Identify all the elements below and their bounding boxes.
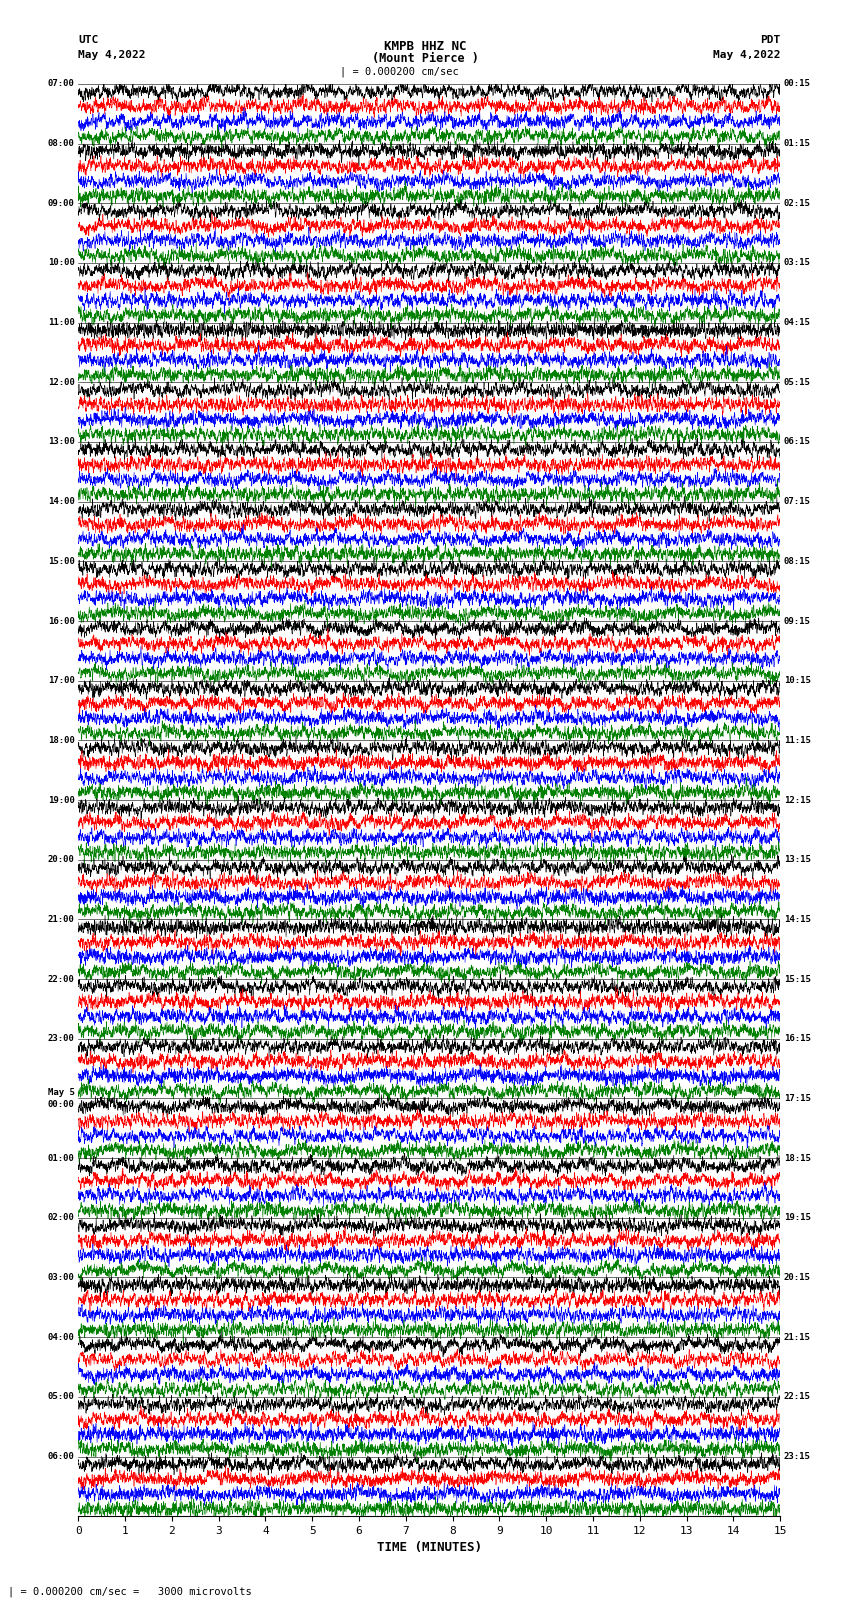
Text: 00:15: 00:15 [784,79,811,89]
Text: UTC: UTC [78,35,99,45]
Text: 06:00: 06:00 [48,1452,75,1461]
Text: May 4,2022: May 4,2022 [713,50,780,60]
Text: 13:15: 13:15 [784,855,811,865]
Text: 12:15: 12:15 [784,795,811,805]
Text: 15:15: 15:15 [784,974,811,984]
Text: 16:00: 16:00 [48,616,75,626]
Text: 20:00: 20:00 [48,855,75,865]
Text: 18:00: 18:00 [48,736,75,745]
Text: 10:00: 10:00 [48,258,75,268]
Text: 23:00: 23:00 [48,1034,75,1044]
Text: 02:00: 02:00 [48,1213,75,1223]
Text: 05:15: 05:15 [784,377,811,387]
Text: 12:00: 12:00 [48,377,75,387]
Text: 11:00: 11:00 [48,318,75,327]
Text: 08:00: 08:00 [48,139,75,148]
Text: May 5: May 5 [48,1089,75,1097]
Text: May 4,2022: May 4,2022 [78,50,145,60]
Text: 15:00: 15:00 [48,556,75,566]
Text: 03:15: 03:15 [784,258,811,268]
Text: 08:15: 08:15 [784,556,811,566]
Text: | = 0.000200 cm/sec: | = 0.000200 cm/sec [340,66,459,77]
Text: 04:00: 04:00 [48,1332,75,1342]
Text: 13:00: 13:00 [48,437,75,447]
Text: 21:00: 21:00 [48,915,75,924]
Text: 01:00: 01:00 [48,1153,75,1163]
Text: 19:00: 19:00 [48,795,75,805]
Text: 22:00: 22:00 [48,974,75,984]
Text: 05:00: 05:00 [48,1392,75,1402]
Text: 01:15: 01:15 [784,139,811,148]
Text: 19:15: 19:15 [784,1213,811,1223]
Text: 14:15: 14:15 [784,915,811,924]
Text: 14:00: 14:00 [48,497,75,506]
Text: 23:15: 23:15 [784,1452,811,1461]
Text: 07:15: 07:15 [784,497,811,506]
X-axis label: TIME (MINUTES): TIME (MINUTES) [377,1542,482,1555]
Text: 17:15: 17:15 [784,1094,811,1103]
Text: 17:00: 17:00 [48,676,75,686]
Text: 09:15: 09:15 [784,616,811,626]
Text: | = 0.000200 cm/sec =   3000 microvolts: | = 0.000200 cm/sec = 3000 microvolts [8,1586,252,1597]
Text: KMPB HHZ NC: KMPB HHZ NC [383,40,467,53]
Text: 11:15: 11:15 [784,736,811,745]
Text: 03:00: 03:00 [48,1273,75,1282]
Text: 00:00: 00:00 [48,1100,75,1108]
Text: 04:15: 04:15 [784,318,811,327]
Text: 02:15: 02:15 [784,198,811,208]
Text: 09:00: 09:00 [48,198,75,208]
Text: (Mount Pierce ): (Mount Pierce ) [371,52,479,65]
Text: 16:15: 16:15 [784,1034,811,1044]
Text: 22:15: 22:15 [784,1392,811,1402]
Text: 07:00: 07:00 [48,79,75,89]
Text: 18:15: 18:15 [784,1153,811,1163]
Text: 10:15: 10:15 [784,676,811,686]
Text: 06:15: 06:15 [784,437,811,447]
Text: 21:15: 21:15 [784,1332,811,1342]
Text: 20:15: 20:15 [784,1273,811,1282]
Text: PDT: PDT [760,35,780,45]
